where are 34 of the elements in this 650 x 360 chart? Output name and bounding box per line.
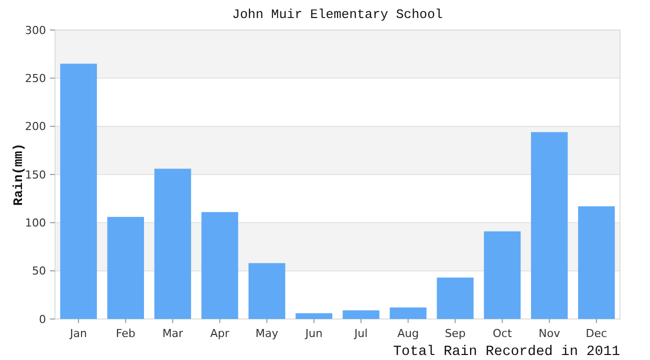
bar: [436, 278, 474, 319]
bar: [342, 310, 380, 319]
bar: [107, 216, 144, 319]
bar: [154, 168, 192, 319]
y-tick-label: 100: [25, 216, 46, 230]
y-tick-label: 300: [25, 24, 46, 37]
bar: [484, 231, 521, 319]
y-tick-label: 150: [25, 168, 46, 182]
x-tick-label: Mar: [162, 327, 184, 340]
x-tick-label: Apr: [210, 327, 230, 340]
x-tick-label: Oct: [492, 327, 512, 340]
x-tick-label: Nov: [538, 327, 561, 340]
bar: [60, 64, 97, 319]
x-tick-label: Dec: [586, 327, 608, 340]
x-tick-label: May: [256, 327, 279, 340]
bar: [578, 206, 615, 319]
x-tick-label: Feb: [116, 327, 136, 340]
bar: [248, 263, 286, 319]
x-tick-label: Jul: [353, 327, 368, 340]
x-tick-label: Jun: [304, 327, 323, 340]
x-tick-label: Aug: [397, 327, 419, 340]
bar: [201, 212, 238, 319]
bar: [296, 313, 332, 319]
y-tick-label: 250: [25, 72, 46, 86]
x-tick-label: Jan: [69, 327, 88, 340]
bar: [390, 307, 426, 319]
y-tick-label: 50: [32, 264, 46, 278]
x-axis-title: Total Rain Recorded in 2011: [393, 344, 620, 360]
chart-title: John Muir Elementary School: [232, 7, 444, 22]
x-tick-label: Sep: [444, 327, 466, 340]
y-tick-label: 200: [25, 120, 46, 134]
bar: [531, 132, 568, 319]
y-tick-label: 0: [39, 312, 46, 326]
y-axis-title: Rain(mm): [11, 143, 26, 206]
